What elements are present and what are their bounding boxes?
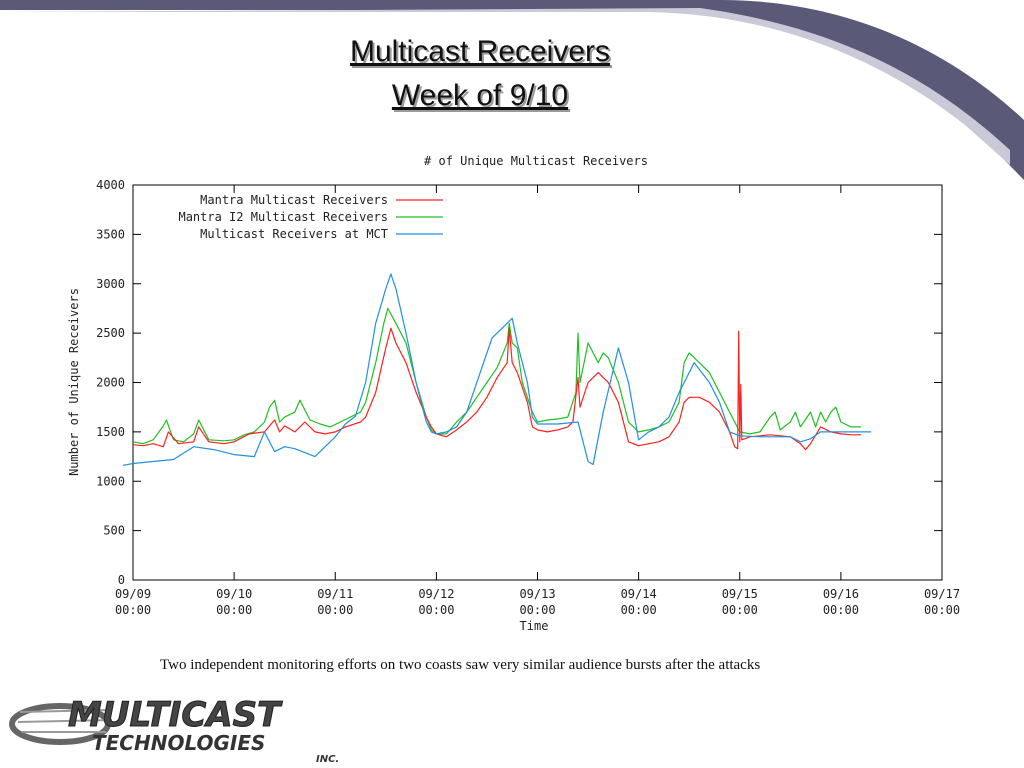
- logo-word-multicast: MULTICAST: [68, 695, 283, 735]
- logo-word-technologies: TECHNOLOGIES: [92, 731, 265, 755]
- x-tick-label-date: 09/17: [924, 587, 960, 601]
- x-tick-label-date: 09/14: [621, 587, 657, 601]
- x-tick-label-time: 00:00: [115, 603, 151, 617]
- x-tick-label-time: 00:00: [317, 603, 353, 617]
- x-tick-label-date: 09/09: [115, 587, 151, 601]
- y-tick-label: 0: [118, 573, 125, 587]
- y-tick-label: 2000: [96, 376, 125, 390]
- y-tick-label: 1500: [96, 425, 125, 439]
- x-tick-label-time: 00:00: [823, 603, 859, 617]
- y-axis-ticks: 0 500 1000 1500 2000 2500 3000 3500 4000: [96, 178, 942, 587]
- series-line-multicast-receivers-at-mct: [122, 273, 872, 466]
- series-lines: [122, 273, 872, 466]
- slide-title-line1: Multicast Receivers: [349, 35, 611, 68]
- y-tick-label: 1000: [96, 474, 125, 488]
- x-axis-label: Time: [520, 619, 549, 633]
- x-tick-label-time: 00:00: [519, 603, 555, 617]
- legend-label: Mantra Multicast Receivers: [200, 193, 388, 207]
- chart-title: # of Unique Multicast Receivers: [424, 154, 648, 168]
- legend-label: Multicast Receivers at MCT: [200, 227, 388, 241]
- line-chart: # of Unique Multicast Receivers 0 500 1000…: [67, 154, 960, 633]
- x-tick-label-time: 00:00: [418, 603, 454, 617]
- y-tick-label: 500: [103, 524, 125, 538]
- x-tick-label-date: 09/12: [418, 587, 454, 601]
- x-tick-label-time: 00:00: [722, 603, 758, 617]
- y-tick-label: 3000: [96, 277, 125, 291]
- logo-word-inc: INC.: [316, 754, 339, 765]
- x-tick-label-date: 09/10: [216, 587, 252, 601]
- y-tick-label: 4000: [96, 178, 125, 192]
- y-tick-label: 3500: [96, 227, 125, 241]
- y-tick-label: 2500: [96, 326, 125, 340]
- y-axis-label: Number of Unique Receivers: [67, 288, 81, 476]
- legend-label: Mantra I2 Multicast Receivers: [178, 210, 388, 224]
- x-tick-label-time: 00:00: [924, 603, 960, 617]
- series-line-mantra-multicast-receivers: [132, 327, 862, 451]
- logo-swoosh: [9, 703, 111, 745]
- x-axis-ticks: 09/09 00:00 09/10 00:00 09/11 00:00 09/12 00:00…: [115, 185, 960, 617]
- x-tick-label-date: 09/15: [722, 587, 758, 601]
- legend: Mantra Multicast Receivers Mantra I2 Mult…: [178, 193, 443, 241]
- x-tick-label-time: 00:00: [216, 603, 252, 617]
- x-tick-label-date: 09/13: [519, 587, 555, 601]
- plot-frame: [132, 184, 943, 581]
- x-tick-label-time: 00:00: [621, 603, 657, 617]
- x-tick-label-date: 09/11: [317, 587, 353, 601]
- multicast-technologies-logo: MULTICAST TECHNOLOGIES INC.: [9, 695, 339, 765]
- series-line-mantra-i2-multicast-receivers: [132, 307, 862, 445]
- x-tick-label-date: 09/16: [823, 587, 859, 601]
- slide-title-line2: Week of 9/10: [391, 79, 569, 112]
- slide-caption: Two independent monitoring efforts on tw…: [160, 657, 761, 673]
- logo-streaks: [17, 709, 113, 733]
